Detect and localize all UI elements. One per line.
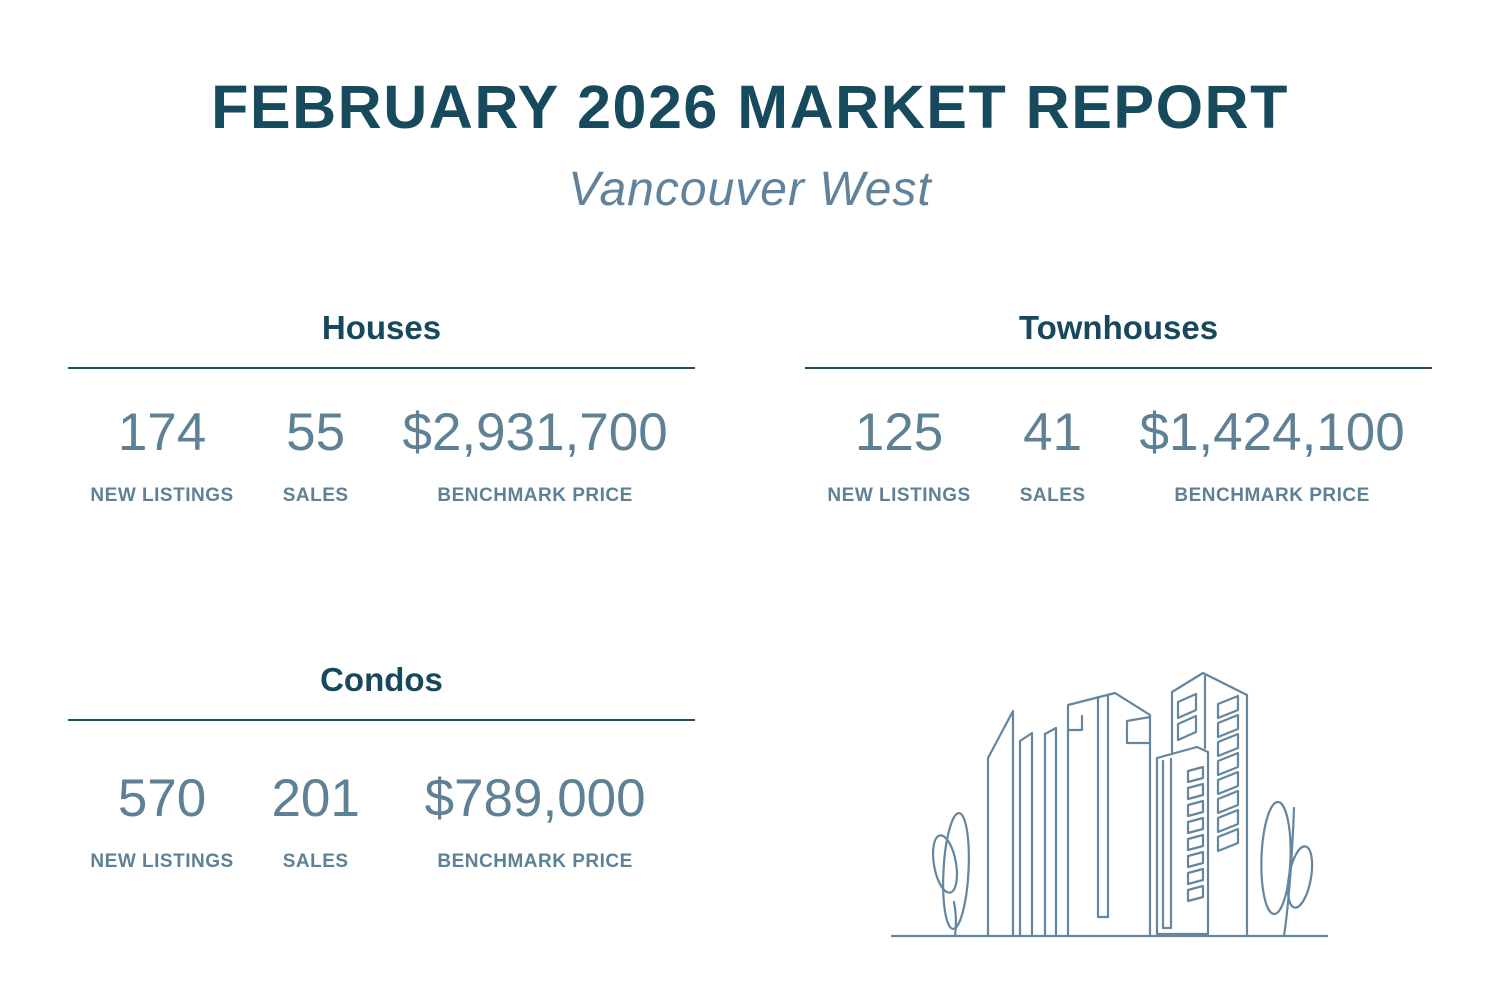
section-houses: Houses 174 NEW LISTINGS 55 SALES $2,931,…	[68, 306, 695, 507]
page-subtitle: Vancouver West	[568, 163, 932, 216]
page-title: FEBRUARY 2026 MARKET REPORT	[211, 73, 1289, 141]
building-tower-icon	[1170, 671, 1249, 936]
section-townhouses-stats: 125 NEW LISTINGS 41 SALES $1,424,100 BEN…	[805, 369, 1432, 507]
tree-right-icon	[1260, 800, 1314, 938]
stat-value: $2,931,700	[402, 403, 668, 462]
stat-label: SALES	[282, 485, 349, 506]
section-condos-title: Condos	[320, 661, 443, 698]
illustration-container	[860, 640, 1400, 1000]
section-houses-divider	[68, 367, 695, 369]
stat-label: SALES	[282, 851, 349, 872]
section-condos: Condos 570 NEW LISTINGS 201 SALES $789,0…	[68, 658, 695, 873]
stat-label: SALES	[1019, 485, 1086, 506]
stat-condos-benchmark-price: $789,000 BENCHMARK PRICE	[375, 772, 695, 873]
stat-houses-new-listings: 174 NEW LISTINGS	[68, 406, 256, 507]
stat-condos-new-listings: 570 NEW LISTINGS	[68, 772, 256, 873]
report-header: FEBRUARY 2026 MARKET REPORT Vancouver We…	[0, 76, 1500, 216]
building-central-icon	[1066, 691, 1152, 936]
building-front-icon	[1155, 745, 1210, 936]
stat-value: 41	[1023, 403, 1083, 462]
stat-townhouses-sales: 41 SALES	[993, 406, 1112, 507]
section-houses-stats: 174 NEW LISTINGS 55 SALES $2,931,700 BEN…	[68, 369, 695, 507]
stat-townhouses-new-listings: 125 NEW LISTINGS	[805, 406, 993, 507]
city-skyline-illustration	[890, 671, 1329, 938]
stat-townhouses-benchmark-price: $1,424,100 BENCHMARK PRICE	[1112, 406, 1432, 507]
stat-label: BENCHMARK PRICE	[437, 485, 633, 506]
section-townhouses-title: Townhouses	[1018, 309, 1219, 346]
building-left-icon	[986, 709, 1058, 938]
stat-value: 125	[854, 403, 944, 462]
section-townhouses: Townhouses 125 NEW LISTINGS 41 SALES $1,…	[805, 306, 1432, 507]
stat-value: 174	[117, 403, 207, 462]
section-condos-divider	[68, 719, 695, 721]
stat-value: 201	[271, 769, 360, 828]
stat-value: 55	[286, 403, 346, 462]
tree-left-icon	[931, 811, 970, 938]
stat-houses-sales: 55 SALES	[256, 406, 375, 507]
stat-value: $789,000	[424, 769, 646, 828]
section-condos-stats: 570 NEW LISTINGS 201 SALES $789,000 BENC…	[68, 721, 695, 873]
stat-label: NEW LISTINGS	[90, 851, 234, 872]
stat-condos-sales: 201 SALES	[256, 772, 375, 873]
section-houses-title: Houses	[321, 309, 442, 346]
stat-value: $1,424,100	[1139, 403, 1405, 462]
stat-label: NEW LISTINGS	[827, 485, 971, 506]
section-townhouses-divider	[805, 367, 1432, 369]
stat-value: 570	[117, 769, 207, 828]
stat-label: NEW LISTINGS	[90, 485, 234, 506]
stat-houses-benchmark-price: $2,931,700 BENCHMARK PRICE	[375, 406, 695, 507]
stat-label: BENCHMARK PRICE	[1174, 485, 1370, 506]
stat-label: BENCHMARK PRICE	[437, 851, 633, 872]
